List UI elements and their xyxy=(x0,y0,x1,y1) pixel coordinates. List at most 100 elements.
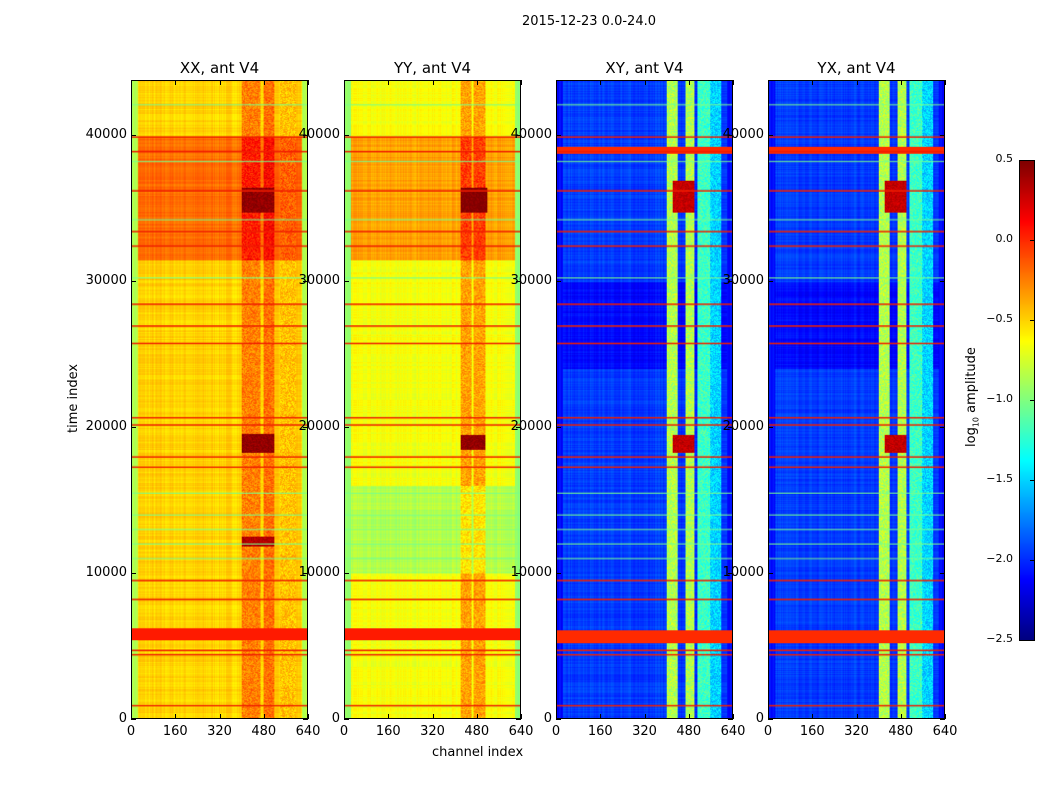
colorbar-tick-label: 0.5 xyxy=(995,152,1014,165)
y-tick-label: 10000 xyxy=(298,565,340,581)
x-tick-mark xyxy=(688,714,690,719)
y-tick-mark xyxy=(344,573,349,575)
panel-title: XY, ant V4 xyxy=(605,59,684,77)
y-tick-mark xyxy=(303,281,308,283)
x-tick-mark xyxy=(856,714,858,719)
x-tick-label: 0 xyxy=(763,724,773,739)
y-tick-mark xyxy=(303,719,308,720)
heatmap-xx xyxy=(131,80,308,719)
figure-title: 2015-12-23 0.0-24.0 xyxy=(522,14,656,29)
x-tick-mark xyxy=(476,714,478,719)
x-tick-mark xyxy=(900,80,902,85)
y-tick-label: 40000 xyxy=(85,127,127,143)
colorbar-tick-label: −0.5 xyxy=(986,312,1013,325)
y-tick-mark xyxy=(516,427,521,429)
x-tick-label: 640 xyxy=(932,724,958,739)
x-tick-mark xyxy=(644,80,646,85)
x-tick-mark xyxy=(175,714,177,719)
y-tick-mark xyxy=(940,135,945,137)
y-tick-mark xyxy=(303,135,308,137)
x-tick-label: 640 xyxy=(720,724,746,739)
x-tick-mark xyxy=(556,80,557,85)
x-tick-mark xyxy=(733,80,734,85)
y-tick-mark xyxy=(131,719,136,720)
colorbar-label-amplitude: amplitude xyxy=(964,347,979,417)
x-tick-mark xyxy=(131,80,132,85)
x-tick-label: 640 xyxy=(295,724,321,739)
y-tick-mark xyxy=(303,427,308,429)
heatmap-yy xyxy=(344,80,521,719)
x-tick-label: 480 xyxy=(676,724,702,739)
colorbar-label-log: log xyxy=(964,427,979,447)
x-tick-label: 480 xyxy=(251,724,277,739)
colorbar-tick-label: −1.5 xyxy=(986,472,1013,485)
x-tick-label: 320 xyxy=(420,724,445,739)
x-tick-mark xyxy=(344,80,345,85)
y-tick-mark xyxy=(344,719,349,720)
y-tick-mark xyxy=(131,427,136,429)
y-tick-label: 40000 xyxy=(510,127,552,143)
heatmap-xy xyxy=(556,80,733,719)
y-tick-mark xyxy=(940,573,945,575)
x-tick-mark xyxy=(432,714,434,719)
y-tick-label: 30000 xyxy=(85,273,127,289)
colorbar-tick-label: −1.0 xyxy=(986,392,1013,405)
y-tick-mark xyxy=(344,135,349,137)
x-tick-mark xyxy=(344,714,345,719)
x-tick-mark xyxy=(768,714,769,719)
y-tick-mark xyxy=(768,573,773,575)
y-tick-label: 0 xyxy=(331,711,340,726)
y-tick-mark xyxy=(940,719,945,720)
x-tick-mark xyxy=(768,80,769,85)
colorbar-tick-mark xyxy=(1030,400,1035,401)
colorbar-tick-mark xyxy=(1030,560,1035,561)
x-tick-label: 320 xyxy=(207,724,232,739)
x-tick-label: 160 xyxy=(587,724,613,739)
x-tick-mark xyxy=(175,80,177,85)
x-tick-label: 160 xyxy=(375,724,401,739)
y-tick-mark xyxy=(303,573,308,575)
y-tick-mark xyxy=(516,281,521,283)
x-tick-label: 160 xyxy=(799,724,825,739)
x-tick-mark xyxy=(263,714,265,719)
y-tick-label: 30000 xyxy=(722,273,764,289)
x-tick-mark xyxy=(812,714,814,719)
y-tick-mark xyxy=(940,427,945,429)
y-tick-mark xyxy=(728,281,733,283)
y-tick-label: 0 xyxy=(118,711,127,726)
y-tick-label: 20000 xyxy=(85,419,127,435)
x-tick-mark xyxy=(812,80,814,85)
y-tick-label: 30000 xyxy=(298,273,340,289)
y-tick-mark xyxy=(344,427,349,429)
x-tick-label: 0 xyxy=(126,724,136,739)
y-tick-label: 40000 xyxy=(722,127,764,143)
x-tick-mark xyxy=(856,80,858,85)
y-tick-mark xyxy=(516,719,521,720)
colorbar-tick-label: 0.0 xyxy=(995,232,1014,245)
y-tick-label: 10000 xyxy=(510,565,552,581)
colorbar-tick-mark xyxy=(1030,240,1035,241)
x-tick-label: 320 xyxy=(844,724,869,739)
x-tick-mark xyxy=(900,714,902,719)
y-tick-mark xyxy=(768,281,773,283)
y-tick-mark xyxy=(940,281,945,283)
x-tick-label: 320 xyxy=(632,724,657,739)
y-tick-label: 20000 xyxy=(510,419,552,435)
y-tick-mark xyxy=(344,281,349,283)
x-tick-mark xyxy=(308,714,309,719)
x-tick-mark xyxy=(945,80,946,85)
y-tick-mark xyxy=(131,281,136,283)
x-tick-mark xyxy=(945,714,946,719)
colorbar-tick-label: −2.5 xyxy=(986,632,1013,645)
y-tick-label: 20000 xyxy=(298,419,340,435)
y-tick-mark xyxy=(728,573,733,575)
y-tick-mark xyxy=(728,427,733,429)
x-tick-mark xyxy=(432,80,434,85)
x-tick-mark xyxy=(733,714,734,719)
y-tick-mark xyxy=(728,719,733,720)
panel-title: YX, ant V4 xyxy=(817,59,896,77)
x-tick-mark xyxy=(388,80,390,85)
x-tick-mark xyxy=(600,80,602,85)
x-tick-label: 480 xyxy=(888,724,914,739)
